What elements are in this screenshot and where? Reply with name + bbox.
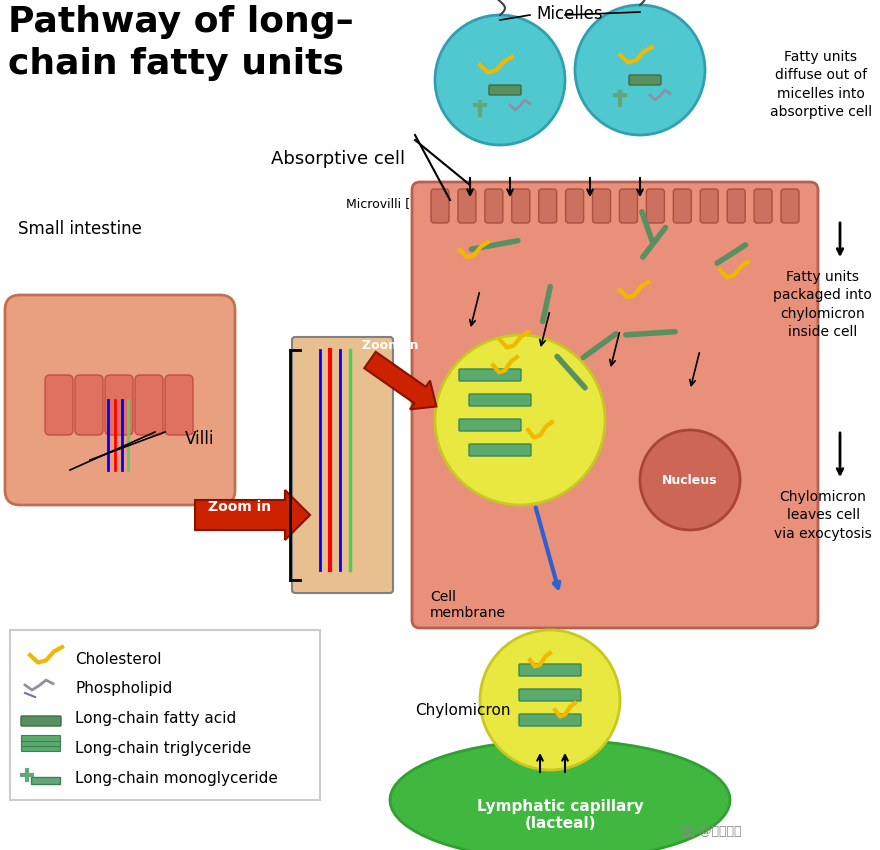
Text: Fatty units
diffuse out of
micelles into
absorptive cell: Fatty units diffuse out of micelles into… (770, 50, 872, 119)
Circle shape (480, 630, 620, 770)
FancyBboxPatch shape (75, 375, 103, 435)
Text: Absorptive cell: Absorptive cell (271, 150, 405, 168)
FancyBboxPatch shape (489, 85, 521, 95)
FancyBboxPatch shape (459, 369, 521, 381)
FancyBboxPatch shape (21, 745, 61, 751)
Text: Fatty units
packaged into
chylomicron
inside cell: Fatty units packaged into chylomicron in… (774, 270, 872, 339)
FancyBboxPatch shape (647, 189, 664, 223)
FancyBboxPatch shape (629, 75, 661, 85)
FancyBboxPatch shape (21, 740, 61, 746)
Text: Small intestine: Small intestine (18, 220, 142, 238)
FancyBboxPatch shape (727, 189, 745, 223)
FancyBboxPatch shape (512, 189, 530, 223)
FancyBboxPatch shape (673, 189, 692, 223)
Text: Micelles: Micelles (537, 5, 604, 23)
FancyBboxPatch shape (539, 189, 557, 223)
Text: Zoom in: Zoom in (209, 500, 272, 514)
Text: Lymphatic capillary
(lacteal): Lymphatic capillary (lacteal) (477, 799, 643, 831)
Text: 知乎 @大脑黑客: 知乎 @大脑黑客 (680, 825, 742, 838)
FancyBboxPatch shape (754, 189, 772, 223)
FancyBboxPatch shape (519, 664, 581, 676)
Text: Villi: Villi (185, 430, 215, 448)
FancyBboxPatch shape (45, 375, 73, 435)
FancyBboxPatch shape (592, 189, 611, 223)
FancyBboxPatch shape (292, 337, 393, 593)
FancyBboxPatch shape (431, 189, 449, 223)
FancyBboxPatch shape (700, 189, 718, 223)
Circle shape (435, 335, 605, 505)
FancyBboxPatch shape (519, 714, 581, 726)
FancyBboxPatch shape (412, 182, 818, 628)
FancyBboxPatch shape (21, 716, 61, 726)
Ellipse shape (390, 740, 730, 850)
Text: Micelles: Micelles (10, 9, 16, 10)
FancyBboxPatch shape (5, 295, 235, 505)
Text: Phospholipid: Phospholipid (75, 682, 172, 696)
Text: Long-chain triglyceride: Long-chain triglyceride (75, 741, 252, 757)
Text: Cholesterol: Cholesterol (75, 651, 162, 666)
FancyBboxPatch shape (485, 189, 502, 223)
FancyBboxPatch shape (458, 189, 476, 223)
Text: Pathway of long–
chain fatty units: Pathway of long– chain fatty units (8, 5, 354, 81)
FancyBboxPatch shape (21, 735, 61, 741)
Text: Chylomicron
leaves cell
via exocytosis: Chylomicron leaves cell via exocytosis (774, 490, 872, 541)
Circle shape (575, 5, 705, 135)
FancyBboxPatch shape (781, 189, 799, 223)
Circle shape (640, 430, 740, 530)
FancyBboxPatch shape (105, 375, 133, 435)
Text: Long-chain fatty acid: Long-chain fatty acid (75, 711, 236, 727)
FancyBboxPatch shape (135, 375, 163, 435)
Text: Zoom in: Zoom in (362, 338, 418, 352)
Text: Microvilli [: Microvilli [ (346, 197, 410, 211)
Text: Nucleus: Nucleus (663, 473, 718, 486)
FancyBboxPatch shape (620, 189, 637, 223)
FancyBboxPatch shape (10, 630, 320, 800)
Text: Cell
membrane: Cell membrane (430, 590, 506, 620)
FancyBboxPatch shape (165, 375, 193, 435)
Circle shape (435, 15, 565, 145)
FancyArrow shape (195, 490, 310, 540)
FancyBboxPatch shape (469, 394, 531, 406)
Text: Long-chain monoglyceride: Long-chain monoglyceride (75, 772, 278, 786)
FancyBboxPatch shape (32, 778, 61, 785)
FancyBboxPatch shape (519, 689, 581, 701)
FancyArrow shape (364, 352, 436, 410)
FancyBboxPatch shape (459, 419, 521, 431)
FancyBboxPatch shape (469, 444, 531, 456)
Text: Chylomicron: Chylomicron (415, 702, 510, 717)
FancyBboxPatch shape (566, 189, 583, 223)
